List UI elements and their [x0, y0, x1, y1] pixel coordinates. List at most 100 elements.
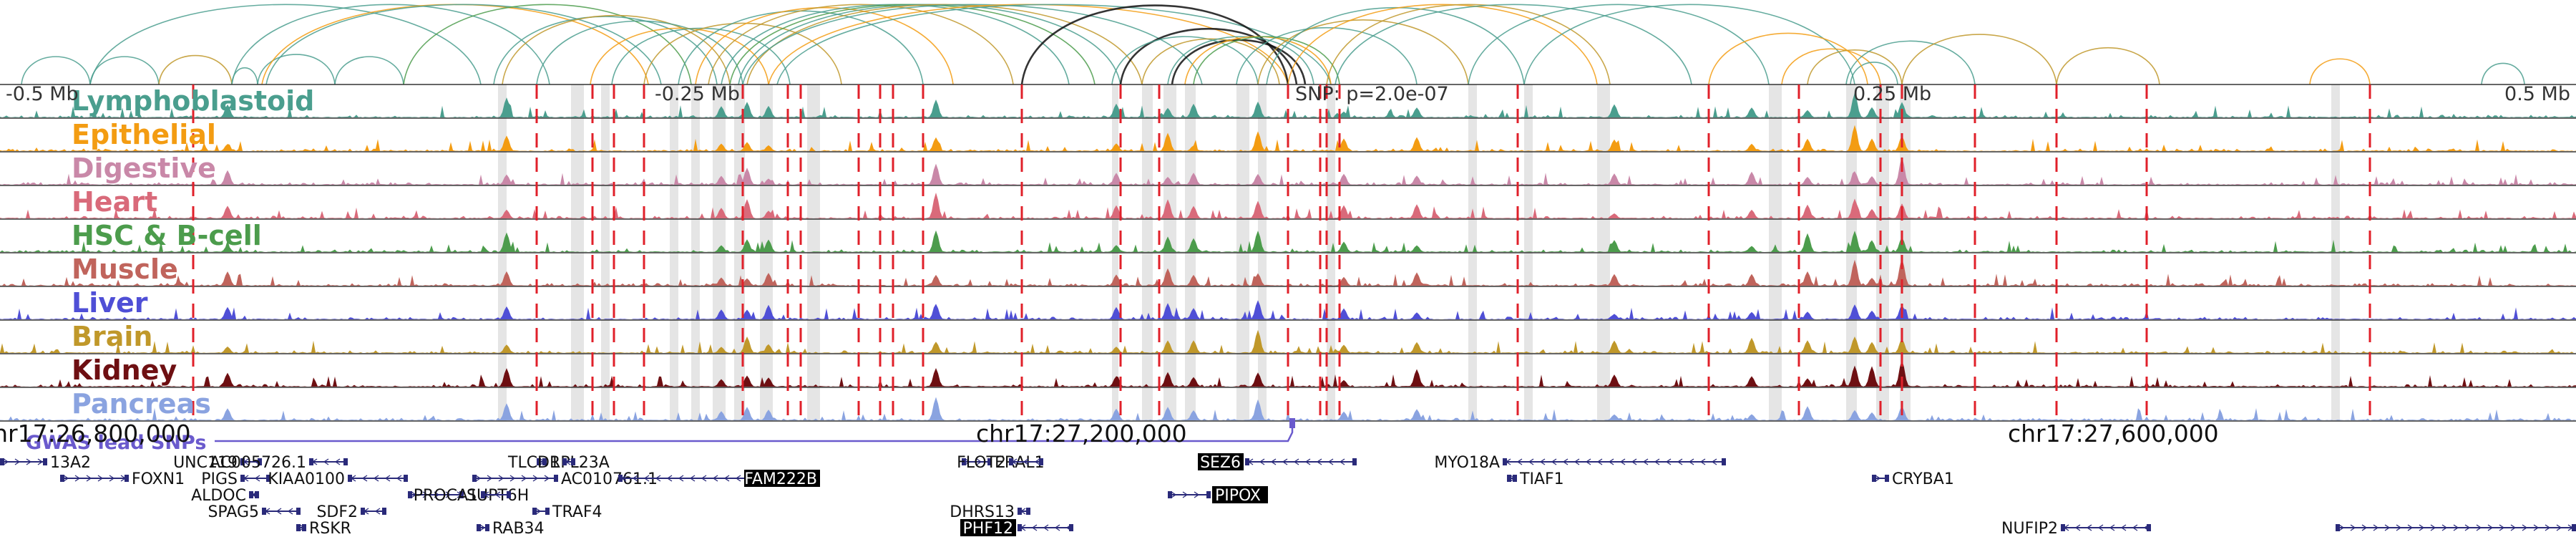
track-label: Brain [72, 321, 152, 352]
coordinate-axis: chr17:26,800,000 chr17:27,200,000 chr17:… [0, 420, 2219, 448]
interaction-arc [1807, 49, 1903, 85]
strand-arrow [655, 475, 661, 482]
gene-exon [361, 508, 365, 515]
strand-arrow [1539, 458, 1546, 465]
gwas-label: GWAS lead SNPs [26, 432, 206, 454]
strand-arrow [2419, 524, 2425, 531]
strand-arrow [1699, 458, 1706, 465]
track-label: Heart [72, 186, 157, 218]
gwas-snp-marker [1289, 418, 1295, 428]
interaction-arc [257, 54, 336, 85]
interaction-arc [1335, 4, 1692, 85]
strand-arrow [1282, 458, 1288, 465]
gene-exon [1352, 458, 1357, 465]
gene-label: PIPOX [1215, 487, 1261, 505]
gene-exon [343, 458, 348, 465]
gene-label: TIAF1 [1519, 470, 1564, 488]
strand-arrow [1562, 458, 1568, 465]
gene-phf12: PHF12 [960, 519, 1073, 537]
strand-arrow [1596, 458, 1603, 465]
gene-exon [262, 508, 266, 515]
strand-arrow [2522, 524, 2528, 531]
gene-supt6h: SUPT6H [408, 487, 529, 505]
gene-label: AC010761.1 [561, 470, 658, 488]
strand-arrow [1688, 458, 1694, 465]
gene-label: PROCA1 [414, 487, 478, 505]
strand-arrow [26, 458, 32, 465]
strand-arrow [1043, 524, 1049, 531]
interaction-arc [1326, 4, 1611, 85]
gene-exon [1885, 475, 1889, 482]
gene-label: FAM222B [744, 470, 817, 488]
coord-label-3: chr17:27,600,000 [2008, 420, 2219, 448]
strand-arrow [37, 458, 44, 465]
strand-arrow [373, 475, 379, 482]
gene-exon [542, 458, 547, 465]
coord-label-2: chr17:27,200,000 [976, 420, 1187, 448]
strand-arrow [275, 508, 282, 515]
interaction-arc [2056, 47, 2160, 85]
strand-arrow [2441, 524, 2448, 531]
gene-exon [348, 475, 352, 482]
gene-exon [1026, 508, 1030, 515]
interaction-arc [776, 4, 1332, 85]
gene-exon [2147, 524, 2151, 531]
gene-exon [1206, 491, 1211, 498]
strand-arrow [2350, 524, 2356, 531]
gene-exon [240, 475, 245, 482]
strand-arrow [1619, 458, 1626, 465]
gene-label: UNC119 [173, 454, 238, 472]
interaction-arc [265, 4, 662, 85]
strand-arrow [1031, 524, 1038, 531]
gene-exon [125, 475, 129, 482]
gene-label: PHF12 [963, 520, 1013, 537]
track-label: Pancreas [72, 388, 211, 420]
strand-arrow [361, 475, 368, 482]
strand-arrow [2556, 524, 2562, 531]
strand-arrow [2384, 524, 2391, 531]
gene-dhrs13: DHRS13 [950, 503, 1030, 521]
strand-arrow [723, 475, 730, 482]
interaction-arc [742, 4, 1203, 85]
strand-arrow [374, 508, 381, 515]
strand-arrow [1182, 491, 1189, 498]
gene-flot2: FLOT2 [957, 454, 1043, 472]
strand-arrow [544, 475, 550, 482]
strand-arrow [2407, 524, 2414, 531]
gene-exon [507, 491, 511, 498]
interaction-arc [1020, 4, 1289, 85]
strand-arrow [2132, 524, 2138, 531]
strand-arrow [2464, 524, 2471, 531]
strand-arrow [494, 491, 501, 498]
gene-highlight-box [960, 519, 1016, 536]
gene-exon [1039, 458, 1043, 465]
track-label: Muscle [72, 253, 178, 285]
strand-arrow [1875, 475, 1881, 482]
interaction-arc [2309, 58, 2371, 85]
gene-tiaf1: TIAF1 [1507, 470, 1564, 488]
gene-exon [302, 524, 306, 531]
strand-arrow [678, 475, 684, 482]
gene-label: SEZ6 [1200, 454, 1241, 472]
strand-arrow [1711, 458, 1717, 465]
strand-arrow [1327, 458, 1334, 465]
gene-pipox: PIPOX [1168, 486, 1268, 505]
track-labels: LymphoblastoidEpithelialDigestiveHeartHS… [72, 85, 314, 420]
interaction-arc [1468, 4, 1770, 85]
gene-highlight-box [744, 470, 820, 487]
gene-exon [408, 491, 412, 498]
strand-arrow [2499, 524, 2505, 531]
strand-arrow [965, 458, 971, 465]
strand-arrow [1023, 458, 1029, 465]
gene-cryba1: CRYBA1 [1872, 470, 1954, 488]
strand-arrow [334, 458, 341, 465]
gene-proca1: PROCA1 [414, 487, 511, 505]
gene-label: MYO18A [1434, 454, 1500, 472]
track-signal [0, 397, 2576, 420]
strand-arrow [1642, 458, 1649, 465]
gene-exon [255, 491, 259, 498]
track-5 [0, 252, 2576, 286]
strand-arrow [2097, 524, 2104, 531]
gene-label: KIAA0100 [268, 470, 345, 488]
